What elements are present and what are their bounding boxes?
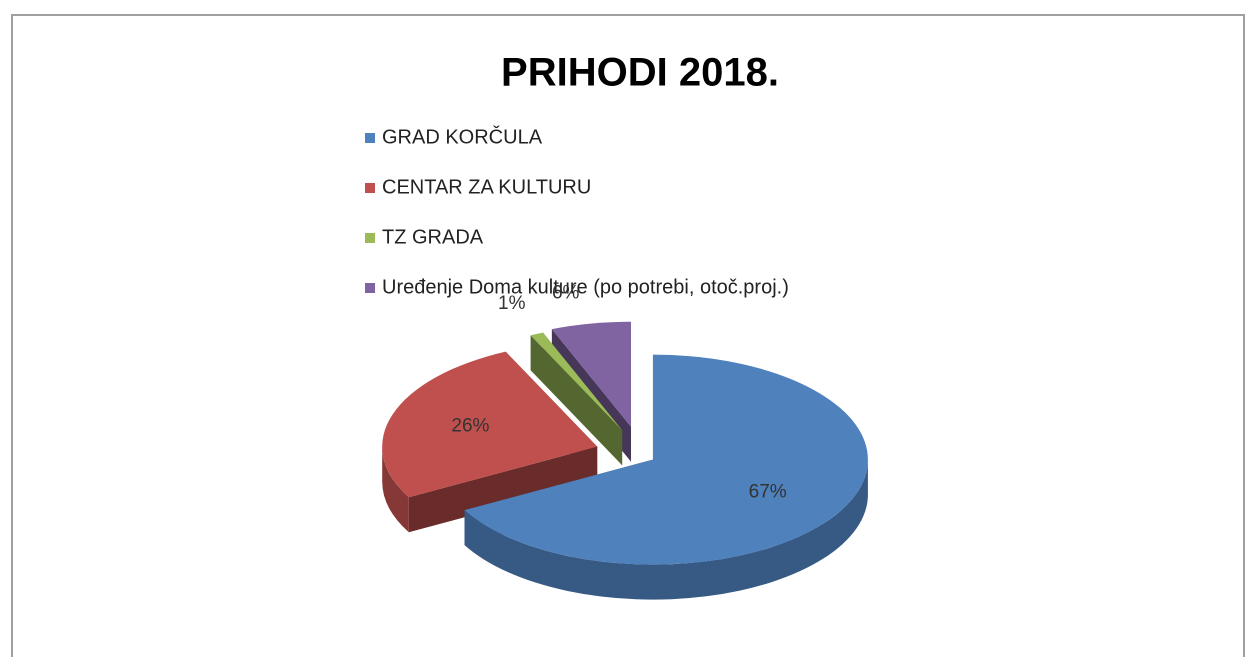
legend-swatch <box>365 183 375 193</box>
pie-slice <box>382 351 598 533</box>
pie-slice-side <box>464 459 868 600</box>
pie-slice <box>464 354 868 600</box>
pie-slice-top <box>551 321 632 427</box>
legend-swatch <box>365 283 375 293</box>
chart-title: PRIHODI 2018. <box>501 51 779 95</box>
pie-slice-wall <box>408 446 598 533</box>
legend-label: CENTAR ZA KULTURU <box>382 176 591 198</box>
legend-label: Uređenje Doma kulture (po potrebi, otoč.… <box>382 276 789 298</box>
chart-frame <box>11 14 1245 657</box>
legend-swatch <box>365 233 375 243</box>
data-label: 26% <box>451 416 489 437</box>
pie-slice-side <box>382 446 409 533</box>
legend-label: TZ GRADA <box>382 226 484 248</box>
pie-slice-top <box>382 351 598 498</box>
pie-slice <box>530 332 623 466</box>
pie-slice-top <box>530 332 623 431</box>
legend-swatch <box>365 133 375 143</box>
legend-label: GRAD KORČULA <box>382 125 543 148</box>
pie-slice-top <box>464 354 868 565</box>
data-label: 6% <box>552 283 580 304</box>
data-label: 67% <box>749 482 787 503</box>
data-label: 1% <box>498 293 526 314</box>
